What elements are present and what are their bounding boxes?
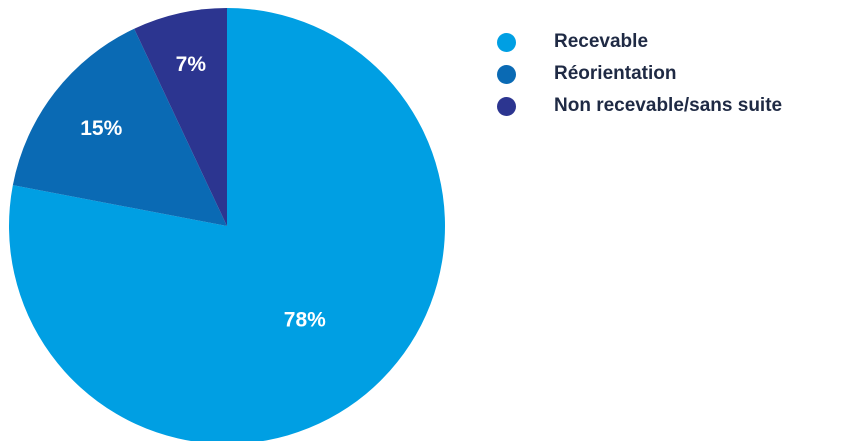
pie-slice-label-non-recevable: 7%: [176, 53, 207, 76]
legend-swatch-non-recevable: [497, 96, 516, 116]
pie-slices: [9, 8, 445, 441]
pie-slice-label-reorientation: 15%: [80, 117, 122, 140]
pie-slice-non-recevable[interactable]: [134, 8, 227, 226]
legend-swatch-recevable: [497, 32, 516, 52]
pie-slice-reorientation[interactable]: [12, 28, 227, 226]
pie-slice-labels: 78% 15% 7%: [80, 53, 326, 332]
legend-label-non-recevable: Non recevable/sans suite: [554, 95, 783, 116]
legend-label-recevable: Recevable: [554, 31, 649, 52]
chart-legend: Recevable Réorientation Non recevable/sa…: [497, 26, 782, 122]
legend-label-reorientation: Réorientation: [554, 63, 677, 84]
legend-item-recevable[interactable]: Recevable: [497, 26, 782, 58]
pie-slice-label-recevable: 78%: [284, 309, 326, 332]
legend-item-non-recevable[interactable]: Non recevable/sans suite: [497, 90, 782, 122]
legend-item-reorientation[interactable]: Réorientation: [497, 58, 782, 90]
pie-slice-recevable[interactable]: [9, 8, 445, 441]
legend-swatch-reorientation: [497, 64, 516, 84]
pie-chart: 78% 15% 7%: [9, 8, 445, 441]
